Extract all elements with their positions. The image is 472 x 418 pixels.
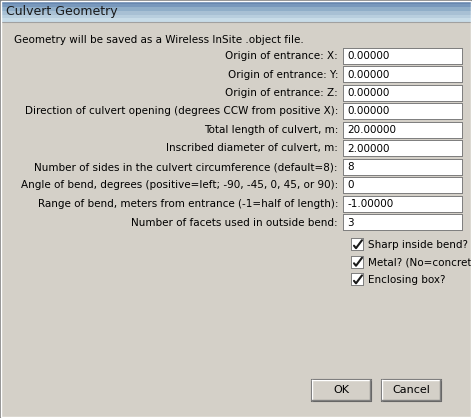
Text: Origin of entrance: Y:: Origin of entrance: Y: <box>228 69 338 79</box>
Bar <box>0 0 472 4</box>
Bar <box>344 67 462 82</box>
Bar <box>344 48 462 64</box>
Text: 0.00000: 0.00000 <box>347 69 389 79</box>
Bar <box>0 11 472 15</box>
Bar <box>343 84 463 102</box>
Text: Culvert Geometry: Culvert Geometry <box>6 5 118 18</box>
Bar <box>344 215 462 230</box>
Text: Origin of entrance: X:: Origin of entrance: X: <box>225 51 338 61</box>
Bar <box>343 48 463 64</box>
Text: Geometry will be saved as a Wireless InSite .object file.: Geometry will be saved as a Wireless InS… <box>14 35 304 45</box>
Text: Cancel: Cancel <box>392 385 430 395</box>
Bar <box>351 256 364 269</box>
Text: Number of sides in the culvert circumference (default=8):: Number of sides in the culvert circumfer… <box>34 162 338 172</box>
Text: Direction of culvert opening (degrees CCW from positive X):: Direction of culvert opening (degrees CC… <box>25 107 338 117</box>
Bar <box>344 86 462 100</box>
Text: Enclosing box?: Enclosing box? <box>368 275 446 285</box>
Bar <box>351 273 364 286</box>
Text: Angle of bend, degrees (positive=left; -90, -45, 0, 45, or 90):: Angle of bend, degrees (positive=left; -… <box>21 181 338 191</box>
Bar <box>343 66 463 83</box>
Bar <box>343 122 463 138</box>
Bar <box>0 18 472 22</box>
Text: 0: 0 <box>347 181 354 191</box>
Text: 8: 8 <box>347 162 354 172</box>
Text: Total length of culvert, m:: Total length of culvert, m: <box>203 125 338 135</box>
Bar <box>0 8 472 11</box>
Text: Number of facets used in outside bend:: Number of facets used in outside bend: <box>131 217 338 227</box>
Bar <box>381 379 441 401</box>
Text: Origin of entrance: Z:: Origin of entrance: Z: <box>225 88 338 98</box>
Bar <box>352 274 363 285</box>
Text: 2.00000: 2.00000 <box>347 143 389 153</box>
Text: 0.00000: 0.00000 <box>347 51 389 61</box>
Bar <box>344 178 462 193</box>
Text: Range of bend, meters from entrance (-1=half of length):: Range of bend, meters from entrance (-1=… <box>37 199 338 209</box>
Bar <box>343 140 463 157</box>
Bar <box>0 15 472 18</box>
Bar <box>343 196 463 212</box>
Bar <box>343 214 463 231</box>
Bar <box>344 141 462 156</box>
Bar <box>343 177 463 194</box>
Text: OK: OK <box>333 385 349 395</box>
Text: Sharp inside bend?: Sharp inside bend? <box>368 240 468 250</box>
Bar <box>344 160 462 174</box>
Bar <box>352 257 363 268</box>
Bar <box>344 122 462 138</box>
Bar <box>351 238 364 251</box>
Text: 0.00000: 0.00000 <box>347 107 389 117</box>
Bar <box>0 4 472 8</box>
Bar <box>382 380 440 400</box>
Text: Metal? (No=concrete): Metal? (No=concrete) <box>368 257 472 267</box>
Text: 20.00000: 20.00000 <box>347 125 396 135</box>
Text: 0.00000: 0.00000 <box>347 88 389 98</box>
Bar <box>343 103 463 120</box>
Bar <box>344 104 462 119</box>
Text: -1.00000: -1.00000 <box>347 199 393 209</box>
Bar <box>311 379 371 401</box>
Bar <box>343 158 463 176</box>
Bar <box>352 239 363 250</box>
Text: Inscribed diameter of culvert, m:: Inscribed diameter of culvert, m: <box>166 143 338 153</box>
Bar <box>344 196 462 212</box>
Text: 3: 3 <box>347 217 354 227</box>
Bar <box>312 380 370 400</box>
